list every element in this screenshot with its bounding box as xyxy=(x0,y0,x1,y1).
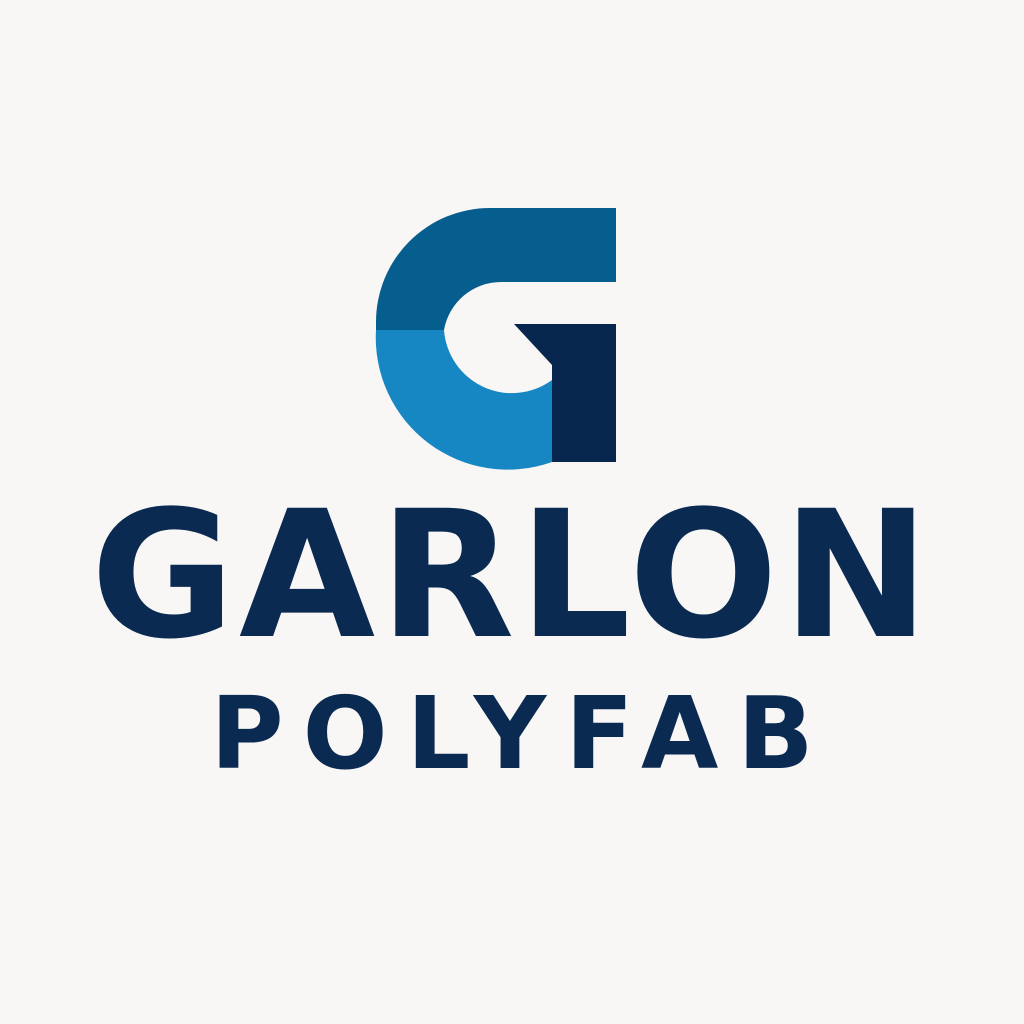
brand-tagline: POLYFAB xyxy=(210,675,833,792)
brand-name: GARLON xyxy=(90,473,934,678)
g-bar-segment xyxy=(514,324,616,462)
g-upper-segment xyxy=(376,208,616,330)
g-lower-segment xyxy=(375,330,552,470)
